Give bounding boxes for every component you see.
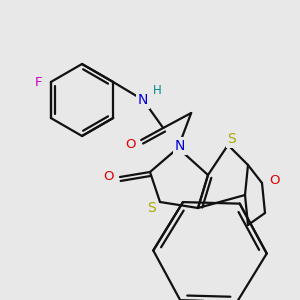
Text: O: O — [125, 137, 135, 151]
Text: N: N — [175, 139, 185, 153]
Text: S: S — [228, 132, 236, 146]
Text: N: N — [138, 93, 148, 107]
Text: S: S — [148, 201, 156, 215]
Text: F: F — [35, 76, 43, 88]
Text: O: O — [103, 170, 113, 184]
Text: H: H — [153, 83, 162, 97]
Text: O: O — [269, 175, 279, 188]
